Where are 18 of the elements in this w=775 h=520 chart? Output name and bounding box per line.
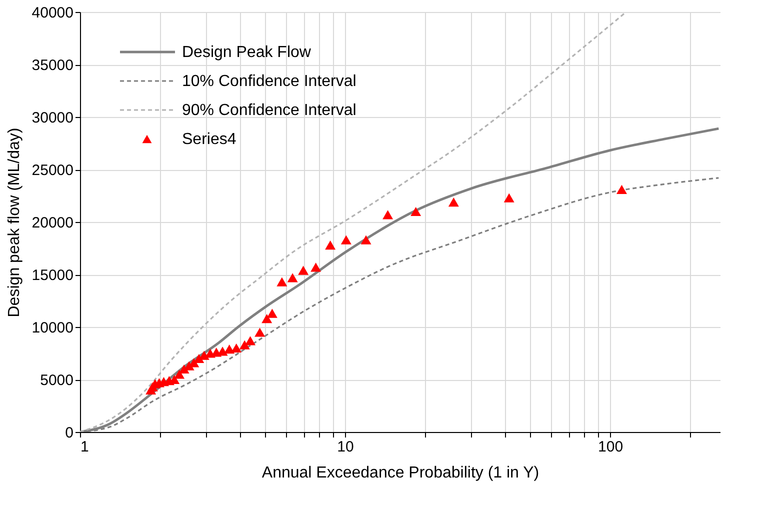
legend-label: 90% Confidence Interval [182,102,356,119]
y-tick-label: 35000 [32,57,74,74]
y-tick-label: 20000 [32,214,74,232]
legend-label: Design Peak Flow [182,44,312,61]
y-tick-label: 40000 [32,4,74,22]
legend-label: 10% Confidence Interval [182,73,356,90]
y-tick-label: 10000 [32,320,74,336]
x-tick-label: 100 [598,438,624,456]
legend-label: Series4 [182,131,236,148]
y-tick-label: 30000 [32,110,74,126]
y-tick-label: 0 [65,424,74,442]
y-tick-label: 15000 [32,267,74,284]
y-tick-label: 25000 [32,162,74,179]
x-tick-label: 10 [337,438,354,456]
x-axis-title: Annual Exceedance Probability (1 in Y) [262,464,540,482]
y-axis-title: Design peak flow (ML/day) [6,128,23,318]
y-tick-label: 5000 [40,372,74,389]
x-tick-label: 1 [80,438,89,456]
